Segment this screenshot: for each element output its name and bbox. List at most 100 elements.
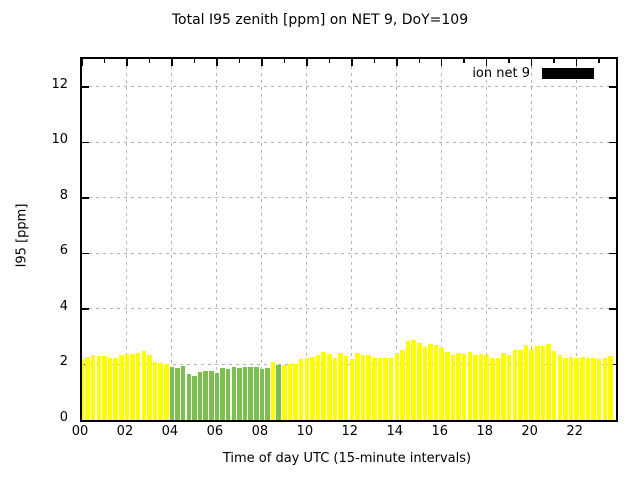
y-tick-label: 10 <box>51 132 68 148</box>
bar <box>141 351 147 420</box>
bar <box>96 355 102 420</box>
x-tick-label: 06 <box>206 424 224 439</box>
x-axis-title: Time of day UTC (15-minute intervals) <box>222 451 472 466</box>
gridline-vertical <box>171 59 173 420</box>
bar <box>355 352 360 420</box>
bar <box>557 355 563 420</box>
y-tick-mark <box>609 252 616 255</box>
gridline-vertical <box>216 59 218 420</box>
bar <box>82 359 85 420</box>
chart-title: Total I95 zenith [ppm] on NET 9, DoY=109 <box>171 12 469 28</box>
bar <box>400 349 405 420</box>
bar <box>203 371 208 420</box>
y-tick-mark <box>609 141 616 144</box>
bar <box>276 365 281 420</box>
bar <box>445 351 450 420</box>
bar <box>529 348 534 420</box>
gridline-vertical <box>351 59 353 420</box>
x-tick-label: 00 <box>71 424 89 439</box>
x-tick-label: 02 <box>116 424 134 439</box>
plot-area: ion net 9 <box>80 57 618 422</box>
x-tick-mark <box>463 59 465 63</box>
bar <box>596 359 602 420</box>
gridline-vertical <box>261 59 263 420</box>
bar <box>270 361 276 420</box>
bar <box>164 363 169 420</box>
bar <box>304 357 310 420</box>
bar <box>535 346 540 420</box>
bar <box>450 355 456 420</box>
bar <box>293 364 298 420</box>
x-tick-mark <box>530 59 533 66</box>
bar <box>608 356 613 420</box>
bar <box>152 361 158 420</box>
bar <box>563 357 568 420</box>
x-tick-mark <box>261 59 263 66</box>
x-tick-mark <box>193 59 196 63</box>
legend-label: ion net 9 <box>472 66 530 81</box>
bar <box>175 367 180 420</box>
x-tick-mark <box>306 59 308 66</box>
bar <box>372 357 377 420</box>
x-tick-mark <box>418 59 420 63</box>
bar <box>197 371 203 420</box>
bar <box>315 354 321 420</box>
bar <box>546 343 551 420</box>
plot-inner <box>82 59 616 420</box>
y-tick-mark <box>609 86 616 88</box>
bar <box>523 345 529 420</box>
bar <box>90 354 96 420</box>
bar <box>366 355 371 420</box>
bar <box>574 357 579 420</box>
bar <box>433 345 439 420</box>
y-tick-mark <box>82 308 89 310</box>
bar <box>417 343 422 420</box>
bar <box>518 350 523 420</box>
bar <box>461 353 467 420</box>
gridline-horizontal <box>82 363 616 365</box>
gridline-vertical <box>306 59 308 420</box>
bar <box>456 352 461 420</box>
bar <box>467 351 473 420</box>
bar <box>580 356 585 420</box>
bar <box>568 356 574 420</box>
bar <box>242 366 248 420</box>
bar <box>119 355 124 420</box>
x-tick-label: 22 <box>566 424 583 439</box>
gridline-horizontal <box>82 197 616 199</box>
bar <box>186 374 192 420</box>
legend: ion net 9 <box>472 66 594 81</box>
bar <box>602 358 607 420</box>
bar <box>282 364 287 420</box>
y-tick-label: 4 <box>59 298 68 314</box>
bar <box>411 339 416 420</box>
x-tick-mark <box>508 59 510 63</box>
x-tick-mark <box>148 59 151 63</box>
gridline-horizontal <box>82 86 616 88</box>
bar <box>422 346 428 420</box>
x-tick-mark <box>283 59 286 63</box>
x-tick-mark <box>485 59 488 66</box>
bar <box>220 368 225 420</box>
bar <box>360 354 366 420</box>
bar <box>85 356 90 420</box>
x-tick-mark <box>373 59 376 63</box>
gridline-vertical <box>126 59 128 420</box>
bar <box>180 366 186 420</box>
bar <box>383 357 388 420</box>
bar <box>343 355 349 420</box>
bar <box>473 355 478 420</box>
x-tick-mark <box>598 59 600 63</box>
bar <box>214 372 220 420</box>
bar <box>259 368 265 420</box>
bar <box>540 346 546 420</box>
bar <box>248 367 253 420</box>
x-tick-label: 14 <box>386 424 404 439</box>
bar <box>169 366 175 420</box>
x-tick-mark <box>103 59 106 63</box>
y-tick-mark <box>82 141 89 144</box>
bar <box>321 351 326 420</box>
bar <box>287 363 293 420</box>
y-tick-label: 6 <box>59 243 68 259</box>
bar <box>327 354 332 420</box>
